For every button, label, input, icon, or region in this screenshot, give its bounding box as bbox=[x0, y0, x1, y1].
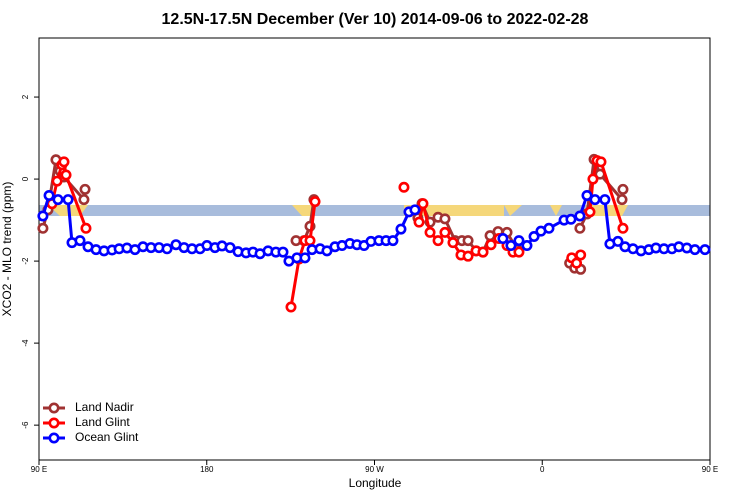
legend-label: Land Nadir bbox=[75, 400, 134, 414]
point bbox=[309, 196, 321, 208]
point bbox=[462, 235, 474, 247]
point bbox=[51, 175, 63, 187]
point bbox=[60, 169, 72, 181]
point bbox=[617, 183, 629, 195]
x-tick-label: 180 bbox=[200, 465, 214, 474]
point bbox=[485, 239, 497, 251]
point bbox=[417, 198, 429, 210]
point bbox=[595, 156, 607, 168]
point bbox=[447, 237, 459, 249]
chart-title: 12.5N-17.5N December (Ver 10) 2014-09-06… bbox=[162, 11, 589, 28]
y-tick-label: 0 bbox=[21, 176, 30, 181]
legend-label: Land Glint bbox=[75, 415, 130, 429]
x-axis-label: Longitude bbox=[349, 476, 402, 490]
series bbox=[46, 155, 629, 313]
point bbox=[477, 246, 489, 258]
point bbox=[285, 301, 297, 313]
point bbox=[413, 216, 425, 228]
point bbox=[462, 250, 474, 262]
point bbox=[616, 194, 628, 206]
point bbox=[689, 244, 701, 256]
point bbox=[398, 181, 410, 193]
point bbox=[321, 245, 333, 257]
legend-marker bbox=[48, 417, 60, 429]
point bbox=[584, 206, 596, 218]
point bbox=[587, 173, 599, 185]
point bbox=[612, 235, 624, 247]
point bbox=[571, 257, 583, 269]
x-tick-label: 90 E bbox=[702, 465, 718, 474]
legend-marker bbox=[48, 402, 60, 414]
point bbox=[528, 230, 540, 242]
point bbox=[599, 194, 611, 206]
point bbox=[52, 194, 64, 206]
point bbox=[543, 222, 555, 234]
point bbox=[37, 222, 49, 234]
point bbox=[58, 156, 70, 168]
point bbox=[497, 233, 509, 245]
point bbox=[409, 204, 421, 216]
point bbox=[574, 210, 586, 222]
series bbox=[37, 189, 711, 267]
point bbox=[617, 222, 629, 234]
point bbox=[513, 235, 525, 247]
point bbox=[565, 213, 577, 225]
point bbox=[439, 226, 451, 238]
y-tick-label: -2 bbox=[21, 257, 30, 265]
point bbox=[161, 243, 173, 255]
point bbox=[37, 210, 49, 222]
point bbox=[589, 194, 601, 206]
x-tick-label: 90 W bbox=[365, 465, 384, 474]
point bbox=[432, 235, 444, 247]
point bbox=[387, 235, 399, 247]
point bbox=[395, 223, 407, 235]
point bbox=[574, 222, 586, 234]
point bbox=[304, 235, 316, 247]
y-tick-label: -4 bbox=[21, 339, 30, 347]
legend-label: Ocean Glint bbox=[75, 430, 139, 444]
point bbox=[62, 194, 74, 206]
point bbox=[581, 189, 593, 201]
ocean-band bbox=[39, 205, 710, 216]
point bbox=[513, 246, 525, 258]
point bbox=[505, 240, 517, 252]
y-tick-label: -6 bbox=[21, 421, 30, 429]
point bbox=[299, 252, 311, 264]
y-tick-label: 2 bbox=[21, 94, 30, 99]
y-axis-label: XCO2 - MLO trend (ppm) bbox=[0, 182, 14, 317]
point bbox=[80, 222, 92, 234]
x-tick-label: 0 bbox=[540, 465, 545, 474]
point bbox=[575, 249, 587, 261]
point bbox=[699, 244, 711, 256]
x-tick-label: 90 E bbox=[31, 465, 47, 474]
legend-marker bbox=[48, 432, 60, 444]
point bbox=[224, 242, 236, 254]
point bbox=[79, 183, 91, 195]
point bbox=[424, 226, 436, 238]
point bbox=[277, 246, 289, 258]
point bbox=[78, 194, 90, 206]
point bbox=[43, 189, 55, 201]
point bbox=[74, 235, 86, 247]
point bbox=[439, 213, 451, 225]
point bbox=[521, 240, 533, 252]
